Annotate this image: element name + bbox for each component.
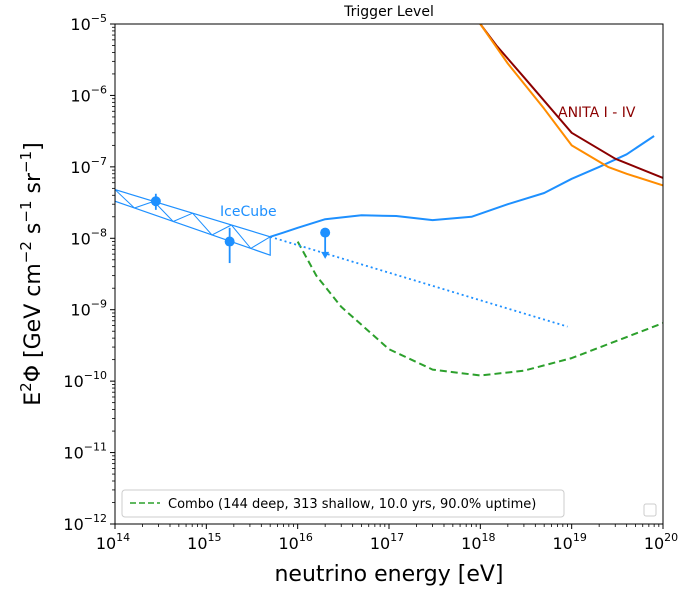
- x-tick-label: 1017: [370, 531, 404, 553]
- y-tick-label: 10−6: [70, 83, 107, 105]
- y-label-part: Φ [GeV cm: [21, 263, 46, 382]
- y-tick-label: 10−9: [70, 298, 107, 320]
- plot-area: [115, 24, 663, 377]
- series-line-combo: [296, 241, 663, 377]
- upper-limit-arrow: [321, 251, 330, 259]
- x-axis-label: neutrino energy [eV]: [274, 562, 503, 587]
- y-label-part: −1: [17, 151, 35, 173]
- annotation-anita: ANITA I - IV: [558, 105, 636, 121]
- series-line-orange_limit: [479, 24, 663, 187]
- chart-title: Trigger Level: [343, 4, 434, 20]
- annotation-icecube: IceCube: [220, 204, 277, 220]
- data-point: [224, 236, 235, 247]
- series-line-icecube_ehe: [269, 135, 655, 238]
- y-label-part: E: [21, 392, 46, 406]
- y-tick-label: 10−5: [70, 12, 107, 34]
- x-tick-label: 1015: [187, 531, 221, 553]
- y-label-part: s: [21, 223, 46, 241]
- icecube-band-hatch: [153, 201, 193, 223]
- y-label-part: 2: [17, 382, 35, 392]
- upper-limit-point: [320, 227, 331, 238]
- y-tick-label: 10−11: [63, 441, 107, 463]
- plot-frame: [114, 23, 664, 525]
- empty-legend-box: [643, 503, 657, 517]
- icecube-band-hatch: [231, 224, 271, 250]
- icecube-band-hatch: [192, 212, 232, 236]
- legend-label-combo: Combo (144 deep, 313 shallow, 10.0 yrs, …: [168, 497, 536, 512]
- x-tick-label: 1014: [96, 531, 130, 553]
- y-label-part: ]: [21, 142, 46, 151]
- y-tick-label: 10−10: [63, 369, 107, 391]
- icecube-band: [115, 188, 271, 257]
- y-tick-label: 10−8: [70, 226, 107, 248]
- y-axis-label: E2Φ [GeV cm−2 s−1 sr−1]: [17, 142, 46, 405]
- x-tick-label: 1020: [644, 531, 678, 553]
- y-label-part: −2: [17, 241, 35, 263]
- data-point: [150, 196, 161, 207]
- y-label-part: sr: [21, 172, 46, 200]
- y-tick-label: 10−7: [70, 155, 107, 177]
- x-tick-label: 1019: [552, 531, 586, 553]
- legend-box: [121, 489, 565, 518]
- icecube-band-hatch: [115, 189, 154, 209]
- x-axis: 1014 1015 1016 1017 1018 1019 1020: [96, 524, 678, 553]
- legend: Combo (144 deep, 313 shallow, 10.0 yrs, …: [121, 489, 565, 518]
- x-tick-label: 1018: [461, 531, 495, 553]
- y-axis: 10−12 10−11 10−10 10−9 10−8 10−7 10−6 10−5: [63, 12, 115, 534]
- series-line-anita: [479, 24, 663, 179]
- y-tick-label: 10−12: [63, 512, 107, 534]
- series-line-icecube_extrapolation: [269, 235, 568, 328]
- y-label-part: −1: [17, 201, 35, 223]
- x-tick-label: 1016: [278, 531, 312, 553]
- icecube-band-outline: [115, 188, 271, 257]
